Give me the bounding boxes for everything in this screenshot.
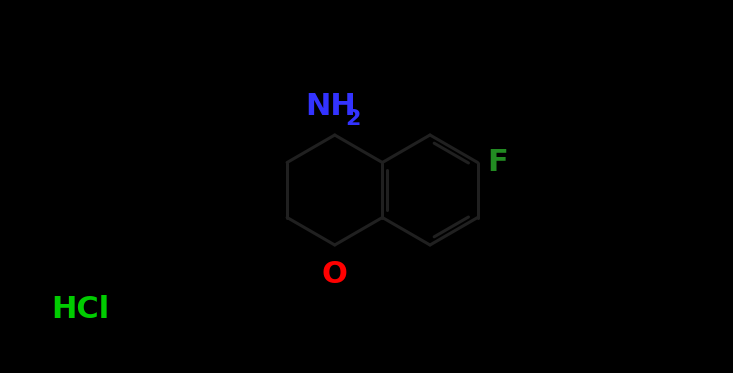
Text: 2: 2: [345, 109, 361, 129]
Text: HCl: HCl: [51, 295, 109, 325]
Text: NH: NH: [306, 92, 356, 121]
Text: O: O: [322, 260, 347, 289]
Text: F: F: [487, 148, 509, 177]
